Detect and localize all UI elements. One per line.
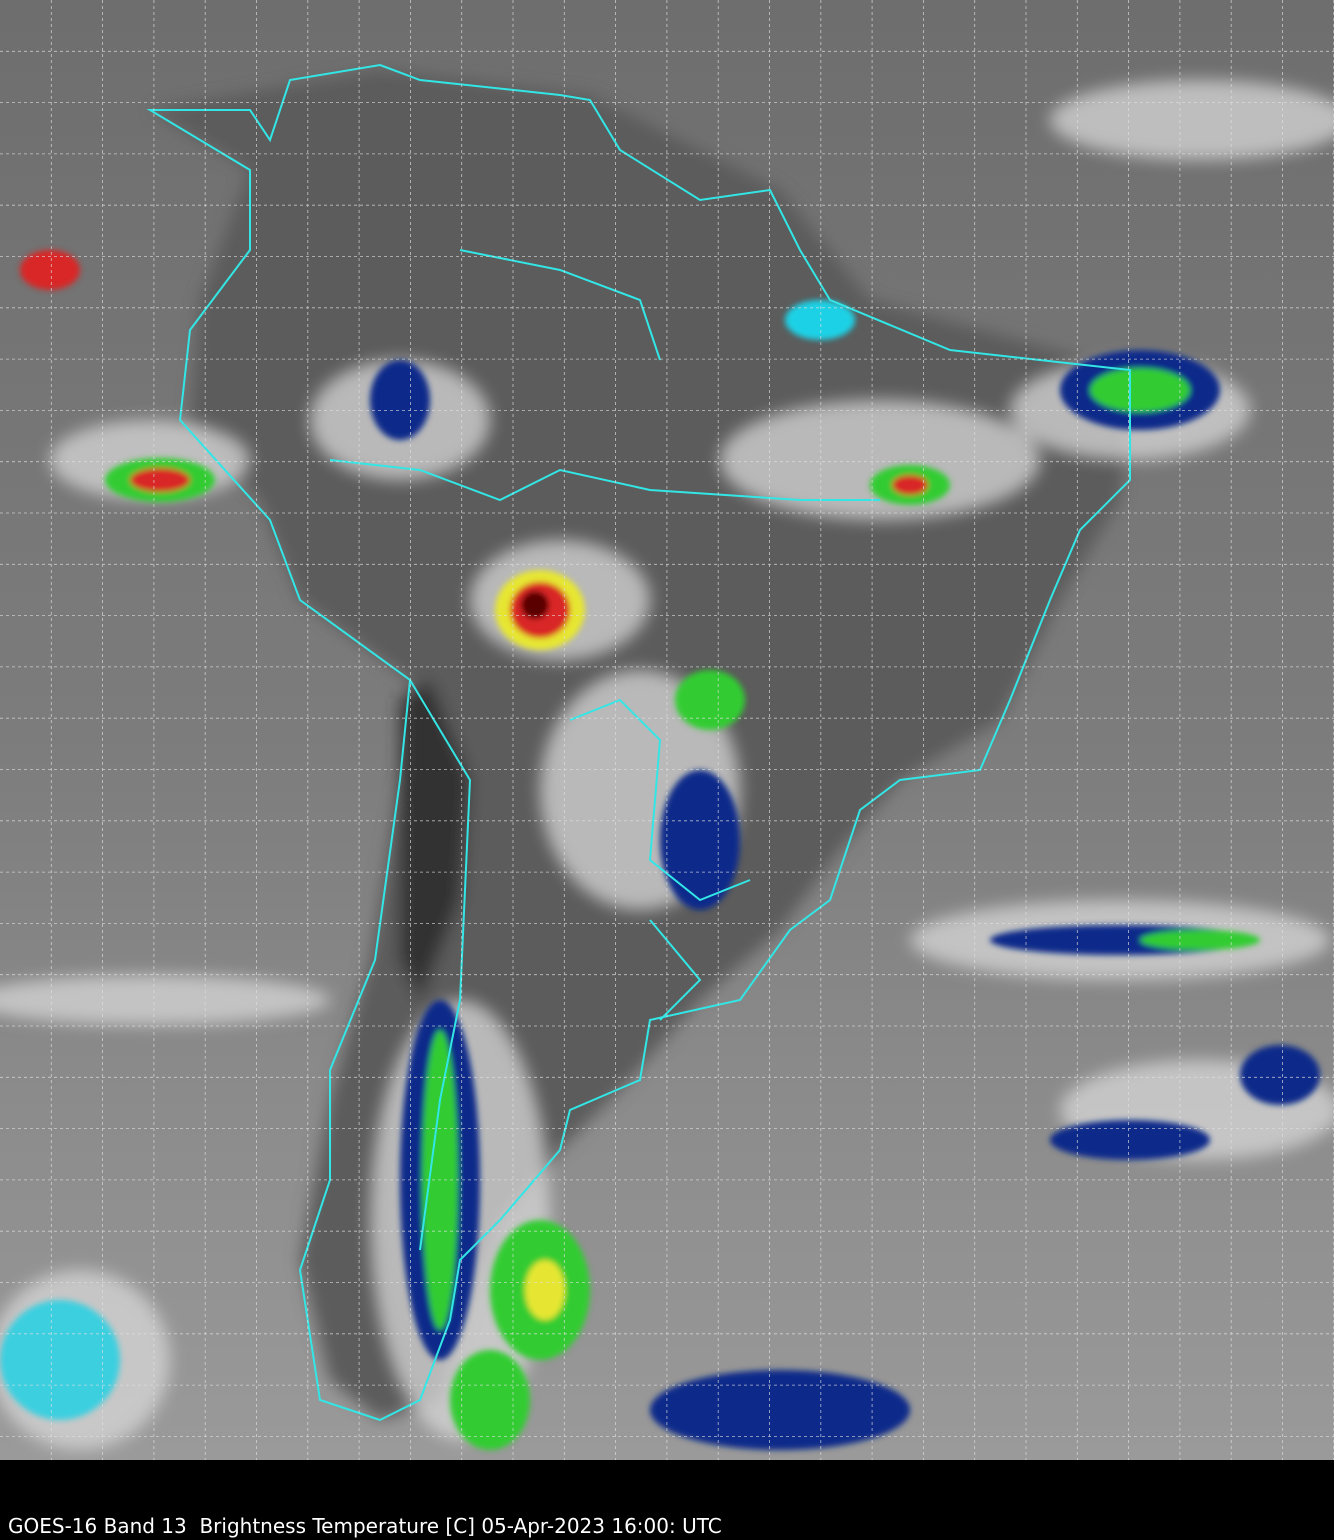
lat-lon-grid [0, 0, 1334, 1460]
satellite-map [0, 0, 1334, 1460]
image-caption: GOES-16 Band 13 Brightness Temperature [… [8, 1514, 722, 1538]
cold-cloud-tops [0, 250, 1320, 1450]
country-borders [146, 63, 1131, 1422]
